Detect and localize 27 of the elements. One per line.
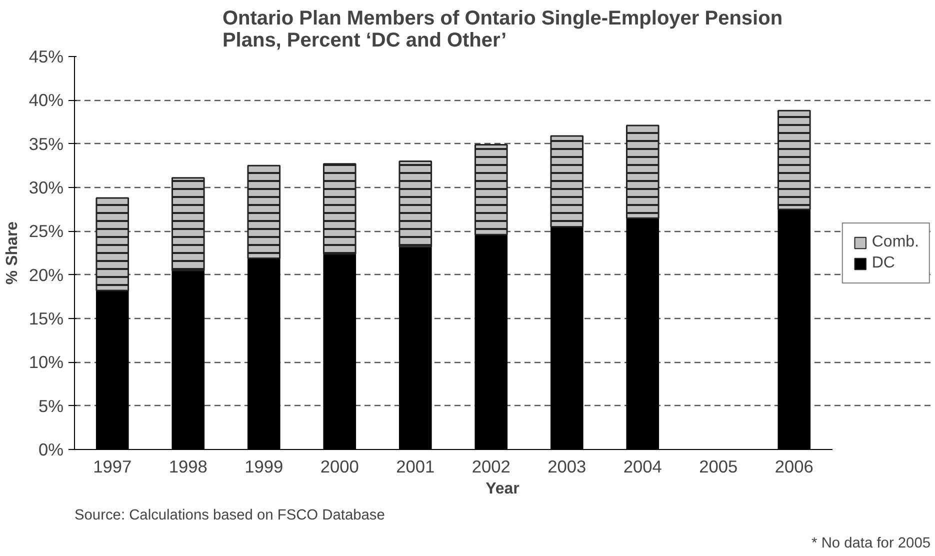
x-axis-title: Year bbox=[486, 480, 520, 498]
y-tick-label: 0% bbox=[38, 440, 64, 460]
y-tick-label: 25% bbox=[28, 221, 64, 242]
y-tick-label: 20% bbox=[28, 264, 64, 285]
y-tick-label: 15% bbox=[28, 308, 64, 328]
x-tick-label: 2006 bbox=[774, 456, 814, 476]
x-tick-label: 1997 bbox=[93, 456, 132, 476]
legend-label: Comb. bbox=[872, 233, 919, 251]
x-tick-label: 1999 bbox=[244, 456, 284, 476]
x-tick-label: 1998 bbox=[168, 456, 208, 476]
y-tick-label: 45% bbox=[28, 46, 64, 66]
x-tick-label: 2001 bbox=[396, 456, 435, 476]
y-axis-title: % Share bbox=[4, 221, 21, 285]
x-tick-label: 2002 bbox=[472, 456, 510, 476]
x-tick-label: 2004 bbox=[623, 456, 662, 476]
x-tick-label: 2005 bbox=[699, 456, 738, 476]
y-tick-label: 40% bbox=[28, 90, 64, 110]
text: * No data for 2005 bbox=[812, 536, 931, 552]
source-note: Source: Calculations based on FSCO Database bbox=[74, 508, 385, 524]
y-tick-label: 10% bbox=[28, 352, 64, 372]
y-tick-label: 5% bbox=[38, 396, 64, 416]
x-tick-label: 2000 bbox=[320, 456, 359, 476]
chart-title: Ontario Plan Members of Ontario Single-Employer Pension Plans, Percent ‘DC and Other’ bbox=[222, 8, 783, 52]
legend-label: DC bbox=[872, 254, 895, 272]
x-tick-label: 2003 bbox=[548, 456, 586, 476]
y-tick-label: 35% bbox=[28, 134, 64, 154]
y-tick-label: 30% bbox=[28, 178, 64, 198]
